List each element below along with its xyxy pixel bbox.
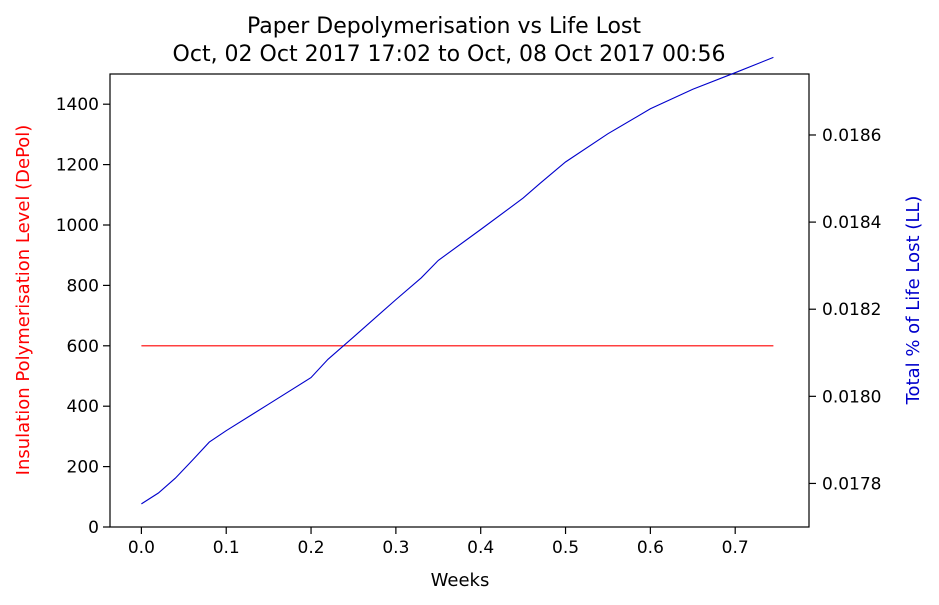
x-tick-label: 0.3 — [382, 538, 409, 558]
y-left-tick-label: 1400 — [56, 95, 99, 115]
x-tick-label: 0.2 — [298, 538, 325, 558]
x-tick-label: 0.1 — [213, 538, 240, 558]
y-left-tick-label: 0 — [88, 518, 99, 538]
y-left-tick-label: 1000 — [56, 216, 99, 236]
x-tick-label: 0.4 — [467, 538, 494, 558]
chart-title: Paper Depolymerisation vs Life Lost — [247, 14, 641, 39]
y-axis-left: 0 200 400 600 800 1000 1200 1400 — [56, 95, 110, 538]
y-left-tick-label: 600 — [67, 337, 99, 357]
y-right-tick-label: 0.0186 — [822, 126, 881, 146]
x-tick-label: 0.6 — [637, 538, 664, 558]
plot-frame — [109, 73, 810, 528]
chart-subtitle: Oct, 02 Oct 2017 17:02 to Oct, 08 Oct 20… — [173, 42, 726, 67]
y-axis-label-left: Insulation Polymerisation Level (DePol) — [13, 125, 34, 476]
y-right-tick-label: 0.0184 — [822, 213, 881, 233]
y-left-tick-label: 200 — [67, 458, 99, 478]
y-right-tick-label: 0.0180 — [822, 387, 881, 407]
x-axis: 0.0 0.1 0.2 0.3 0.4 0.5 0.6 0.7 — [128, 527, 749, 558]
y-axis-right: 0.0178 0.0180 0.0182 0.0184 0.0186 — [809, 126, 881, 494]
y-left-tick-label: 1200 — [56, 156, 99, 176]
x-axis-label: Weeks — [431, 570, 490, 591]
y-right-tick-label: 0.0178 — [822, 474, 881, 494]
y-axis-label-right: Total % of Life Lost (LL) — [903, 196, 924, 406]
y-left-tick-label: 800 — [67, 276, 99, 296]
series-lines — [141, 56, 774, 505]
y-left-tick-label: 400 — [67, 397, 99, 417]
y-right-tick-label: 0.0182 — [822, 300, 881, 320]
x-tick-label: 0.0 — [128, 538, 155, 558]
x-tick-label: 0.7 — [722, 538, 749, 558]
x-tick-label: 0.5 — [552, 538, 579, 558]
life-lost-line — [141, 56, 774, 505]
